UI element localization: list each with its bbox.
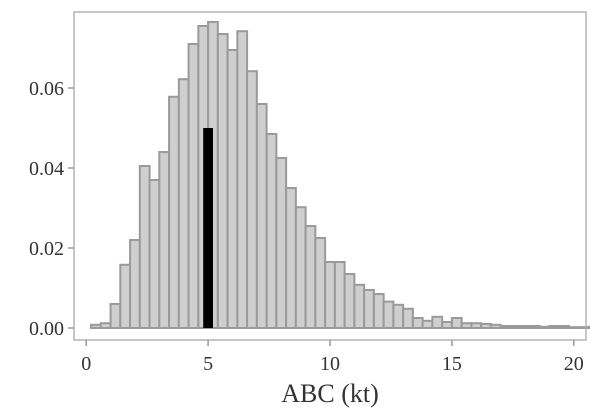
histogram-bar: [314, 237, 327, 329]
histogram-bar: [519, 325, 531, 329]
histogram-bar: [538, 325, 551, 329]
x-tick-label: 5: [203, 353, 213, 375]
histogram-bar: [363, 289, 375, 329]
histogram-bar: [460, 322, 473, 330]
histogram-bar: [177, 78, 190, 329]
histogram-bar: [129, 239, 141, 329]
histogram-bar: [255, 103, 268, 329]
histogram-bar: [558, 325, 570, 329]
histogram-bar: [353, 283, 366, 329]
y-tick-label: 0.02: [29, 238, 64, 260]
histogram-bar: [343, 273, 356, 329]
histogram-bar: [187, 43, 200, 329]
highlight-bar: [203, 128, 213, 328]
histogram-bar: [216, 33, 229, 329]
x-tick-label: 10: [320, 353, 340, 375]
histogram-bar: [226, 49, 239, 329]
bars-group: [90, 21, 590, 330]
histogram-bar: [587, 325, 590, 329]
histogram-bar: [158, 151, 171, 329]
histogram-bar: [265, 133, 278, 329]
histogram-bar: [470, 322, 483, 330]
histogram-bar: [324, 261, 336, 329]
histogram-bar: [168, 95, 180, 329]
histogram-bar: [90, 323, 102, 329]
histogram-bar: [509, 325, 522, 329]
histogram-bar: [275, 157, 288, 329]
histogram-bar: [577, 326, 590, 330]
histogram-bar: [99, 322, 112, 330]
histogram-bar: [450, 317, 463, 329]
histogram-bar: [294, 206, 307, 329]
histogram-bar: [148, 179, 161, 329]
histogram-bar: [441, 321, 453, 329]
histogram-bar: [489, 323, 502, 329]
histogram-bar: [333, 261, 346, 329]
histogram-bar: [304, 225, 317, 329]
histogram-bar: [499, 325, 512, 329]
histogram-bar: [246, 70, 258, 329]
histogram-bar: [138, 165, 151, 329]
histogram-bar: [411, 317, 424, 329]
y-tick-label: 0.00: [29, 318, 64, 340]
histogram-bar: [402, 307, 414, 329]
y-tick-label: 0.04: [29, 158, 64, 180]
histogram-bar: [109, 303, 122, 329]
x-tick-label: 0: [81, 353, 91, 375]
histogram-bar: [548, 325, 561, 329]
x-tick-label: 20: [564, 353, 584, 375]
histogram-bar: [372, 293, 385, 329]
histogram-bar: [119, 263, 132, 329]
histogram-bar: [421, 319, 434, 329]
histogram-bar: [285, 187, 297, 329]
histogram-bar: [382, 300, 395, 330]
histogram-bar: [480, 323, 492, 329]
x-axis-label: ABC (kt): [281, 379, 379, 408]
x-tick-label: 15: [442, 353, 462, 375]
histogram-bar: [236, 30, 249, 329]
histogram-bar: [392, 303, 405, 329]
histogram-bar: [431, 315, 444, 329]
y-tick-label: 0.06: [29, 78, 64, 100]
x-axis: 0 5 10 15 20: [81, 340, 584, 375]
histogram-bar: [528, 325, 541, 329]
y-axis: 0.00 0.02 0.04 0.06: [29, 78, 74, 340]
histogram-bar: [567, 326, 580, 330]
